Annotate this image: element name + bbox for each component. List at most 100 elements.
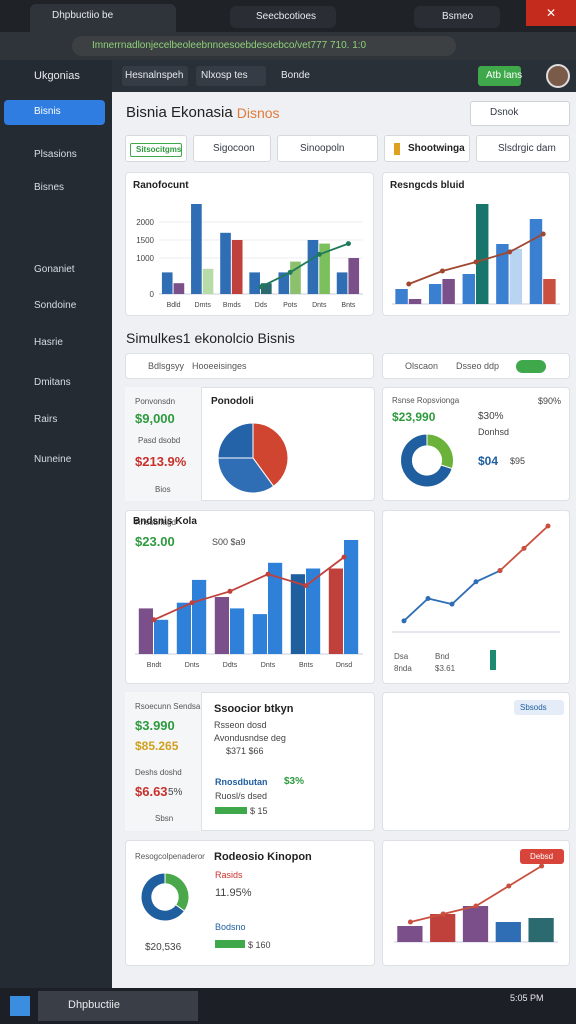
text: $23.00 — [135, 534, 175, 549]
bar — [214, 597, 229, 654]
avatar[interactable] — [546, 64, 570, 88]
top-tab[interactable] — [122, 66, 188, 86]
tab-active[interactable] — [30, 4, 176, 32]
x-tick-label: Dnts — [185, 662, 200, 669]
line — [260, 242, 349, 288]
text: Rsseon dosd — [214, 720, 267, 730]
chart: Bndsnis Kola Bndt Dnts Ddts Dnts Bnts Dnsd — [133, 516, 363, 669]
bar — [290, 574, 305, 654]
close-button[interactable]: ✕ — [526, 0, 576, 26]
chip-icon — [394, 143, 400, 155]
chart: Ranofocunt 0 1000 1500 2000 Bdld Dmts Bmds Dds Po… — [133, 180, 363, 309]
bar — [192, 579, 207, 654]
filter-chip[interactable] — [125, 135, 187, 162]
point — [473, 259, 479, 265]
text: $30% — [478, 411, 504, 422]
text: $3.61 — [435, 664, 456, 673]
chart — [140, 872, 190, 922]
bar — [138, 608, 153, 654]
x-tick-label: Dnsd — [336, 662, 352, 669]
point — [316, 251, 322, 257]
chart — [394, 863, 558, 943]
text: Bsmeo — [442, 11, 474, 22]
bar — [306, 568, 321, 654]
text: Dsnok — [490, 107, 519, 118]
point — [507, 249, 513, 255]
text: 5:05 PM — [510, 993, 544, 1003]
text: Avondusndse deg — [214, 733, 286, 743]
text: Debsd — [530, 852, 554, 861]
text: Olscaon — [405, 361, 439, 371]
url-field[interactable] — [72, 36, 456, 56]
point — [539, 863, 545, 869]
subcard — [125, 692, 202, 831]
bar — [268, 562, 283, 654]
text: Bios — [155, 485, 171, 494]
point — [449, 601, 455, 607]
x-tick-label: Bdld — [167, 302, 181, 309]
x-tick-label: Pots — [283, 302, 298, 309]
text: Bodsno — [215, 922, 246, 932]
tab[interactable] — [414, 6, 500, 28]
text: Rasids — [215, 870, 243, 880]
card — [125, 840, 375, 966]
text: Sondoine — [34, 300, 77, 311]
tab[interactable] — [230, 6, 336, 28]
bar — [344, 540, 359, 654]
action-button[interactable] — [478, 66, 521, 86]
point — [439, 268, 445, 274]
filter-chip[interactable] — [277, 135, 378, 162]
search-box[interactable] — [470, 101, 570, 126]
point — [540, 231, 546, 237]
text: $371 $66 — [226, 746, 264, 756]
filter-chip[interactable] — [193, 135, 271, 162]
chart-title: Resngcds bluid — [390, 180, 464, 191]
y-tick-label: 1500 — [136, 236, 154, 245]
point — [425, 596, 431, 602]
text: Donhsd — [478, 427, 510, 437]
sidebar-active[interactable] — [4, 100, 105, 125]
point — [406, 281, 412, 287]
text: Rsoecunn Sendsa — [135, 702, 201, 711]
text: Simulkes1 ekonolcio Bisnis — [126, 330, 295, 346]
x-tick-label: Dnts — [261, 662, 276, 669]
text: Nlxosp tes — [201, 70, 248, 81]
text: Resogcolpenaderor — [135, 852, 205, 861]
filter-chip[interactable] — [476, 135, 570, 162]
bar — [290, 261, 301, 294]
text: Pasd dsobd — [138, 436, 181, 445]
text: Shootwinga — [408, 143, 465, 154]
text: Rnsobrlagd — [135, 518, 176, 527]
top-tab[interactable] — [196, 66, 266, 86]
chip-outline — [130, 143, 182, 157]
progress — [215, 807, 247, 814]
bar — [408, 299, 422, 304]
sidebar — [0, 60, 112, 988]
taskbar-app[interactable] — [38, 991, 198, 1021]
text: $90% — [538, 396, 562, 406]
point — [265, 571, 271, 577]
slice — [217, 457, 275, 494]
text: $85.265 — [135, 739, 179, 753]
text: $3% — [284, 776, 305, 787]
text: Disnos — [236, 105, 280, 121]
bar — [476, 204, 489, 304]
slice — [252, 422, 289, 488]
text: Dmitans — [34, 377, 71, 388]
text: Deshs doshd — [135, 768, 182, 777]
text: Dhpbuctiie — [68, 999, 120, 1011]
bar — [261, 283, 272, 294]
x-tick-label: Dmts — [195, 302, 212, 309]
text: Rsnse Ropsvionga — [392, 396, 460, 405]
x-tick-label: Bndt — [147, 662, 161, 669]
bar — [496, 244, 509, 304]
subfilter — [125, 353, 374, 379]
text: Ponvonsdn — [135, 397, 176, 406]
mini-bar — [490, 650, 496, 670]
point — [473, 903, 479, 909]
chart — [400, 433, 454, 488]
text: 5% — [168, 787, 183, 798]
bar — [230, 608, 245, 654]
start-button[interactable] — [10, 996, 30, 1016]
